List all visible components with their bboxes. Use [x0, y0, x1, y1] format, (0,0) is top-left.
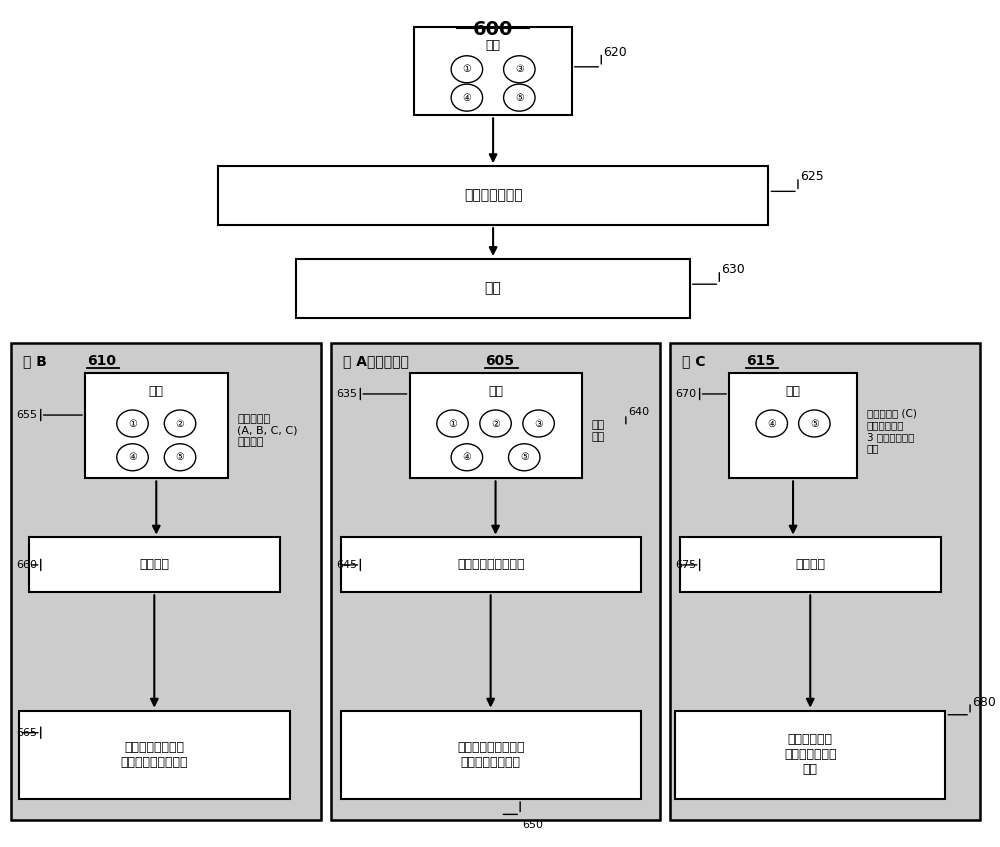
Circle shape [480, 410, 511, 437]
Text: 厄度评分: 厄度评分 [139, 558, 169, 572]
Text: ①: ① [448, 418, 457, 429]
Text: 660: 660 [16, 560, 37, 570]
Text: 算法: 算法 [485, 281, 501, 296]
Text: 615: 615 [746, 354, 775, 368]
FancyBboxPatch shape [85, 373, 228, 479]
Circle shape [164, 444, 196, 471]
Text: ⑤: ⑤ [520, 452, 529, 462]
Circle shape [451, 444, 483, 471]
Circle shape [504, 84, 535, 111]
FancyBboxPatch shape [410, 373, 582, 479]
Text: 交叉研究厕度比较与
快速毒性筛选算法: 交叉研究厕度比较与 快速毒性筛选算法 [457, 741, 524, 769]
Text: ⑤: ⑤ [176, 452, 184, 462]
Text: ②: ② [176, 418, 184, 429]
Text: 应用
算法: 应用 算法 [591, 420, 605, 441]
FancyBboxPatch shape [729, 373, 857, 479]
FancyBboxPatch shape [414, 27, 572, 115]
FancyBboxPatch shape [341, 538, 641, 592]
Text: 手动测量: 手动测量 [795, 558, 825, 572]
Text: 研究: 研究 [149, 385, 164, 398]
FancyBboxPatch shape [11, 343, 321, 820]
Text: 由病理学家
(A, B, C, C)
进行评分: 由病理学家 (A, B, C, C) 进行评分 [237, 414, 298, 447]
Circle shape [756, 410, 787, 437]
Text: ④: ④ [463, 452, 471, 462]
Text: ①: ① [128, 418, 137, 429]
FancyBboxPatch shape [331, 343, 660, 820]
Text: ①: ① [463, 64, 471, 75]
FancyBboxPatch shape [680, 538, 941, 592]
Text: 675: 675 [675, 560, 696, 570]
FancyBboxPatch shape [296, 259, 690, 318]
Text: 665: 665 [16, 728, 37, 738]
Circle shape [117, 410, 148, 437]
Circle shape [451, 56, 483, 83]
Text: 630: 630 [721, 263, 745, 276]
Text: 680: 680 [972, 695, 996, 709]
Text: 由病理学家 (C)
在一个切片的
3 个位置处进行
测量: 由病理学家 (C) 在一个切片的 3 个位置处进行 测量 [867, 408, 917, 453]
Text: 算法测量的表皮厕度: 算法测量的表皮厕度 [457, 558, 524, 572]
Circle shape [504, 56, 535, 83]
Text: ⑤: ⑤ [515, 92, 524, 102]
Text: 620: 620 [603, 46, 627, 59]
Text: 635: 635 [336, 389, 357, 399]
Text: 组 C: 组 C [682, 354, 705, 368]
Text: 645: 645 [336, 560, 357, 570]
FancyBboxPatch shape [670, 343, 980, 820]
Circle shape [117, 444, 148, 471]
Text: 605: 605 [485, 354, 514, 368]
FancyBboxPatch shape [341, 711, 641, 800]
Text: 研究: 研究 [488, 385, 503, 398]
Text: 创建像素级注释: 创建像素级注释 [464, 189, 522, 202]
FancyBboxPatch shape [29, 538, 280, 592]
Text: ④: ④ [767, 418, 776, 429]
Circle shape [451, 84, 483, 111]
FancyBboxPatch shape [19, 711, 290, 800]
Text: 625: 625 [800, 170, 824, 184]
Circle shape [509, 444, 540, 471]
Text: 将病理学家评分与
算法测量値进行比较: 将病理学家评分与 算法测量値进行比较 [121, 741, 188, 769]
Text: 研究: 研究 [486, 39, 501, 52]
Text: ④: ④ [128, 452, 137, 462]
Text: 610: 610 [87, 354, 116, 368]
Text: ③: ③ [515, 64, 524, 75]
Circle shape [799, 410, 830, 437]
Text: 600: 600 [473, 20, 513, 39]
Circle shape [437, 410, 468, 437]
Circle shape [164, 410, 196, 437]
Circle shape [523, 410, 554, 437]
Text: 组 B: 组 B [23, 354, 47, 368]
Text: 655: 655 [16, 410, 37, 420]
Text: ⑤: ⑤ [810, 418, 819, 429]
Text: 640: 640 [628, 407, 649, 418]
Text: ③: ③ [534, 418, 543, 429]
FancyBboxPatch shape [218, 166, 768, 225]
Text: 研究: 研究 [786, 385, 801, 398]
FancyBboxPatch shape [675, 711, 945, 800]
Text: 组 A（主要组）: 组 A（主要组） [343, 354, 409, 368]
Text: 算法的测量与
病理学家的手动
测量: 算法的测量与 病理学家的手动 测量 [784, 734, 837, 777]
Text: ④: ④ [463, 92, 471, 102]
Text: 670: 670 [675, 389, 696, 399]
Text: ②: ② [491, 418, 500, 429]
Text: 650: 650 [522, 820, 543, 830]
